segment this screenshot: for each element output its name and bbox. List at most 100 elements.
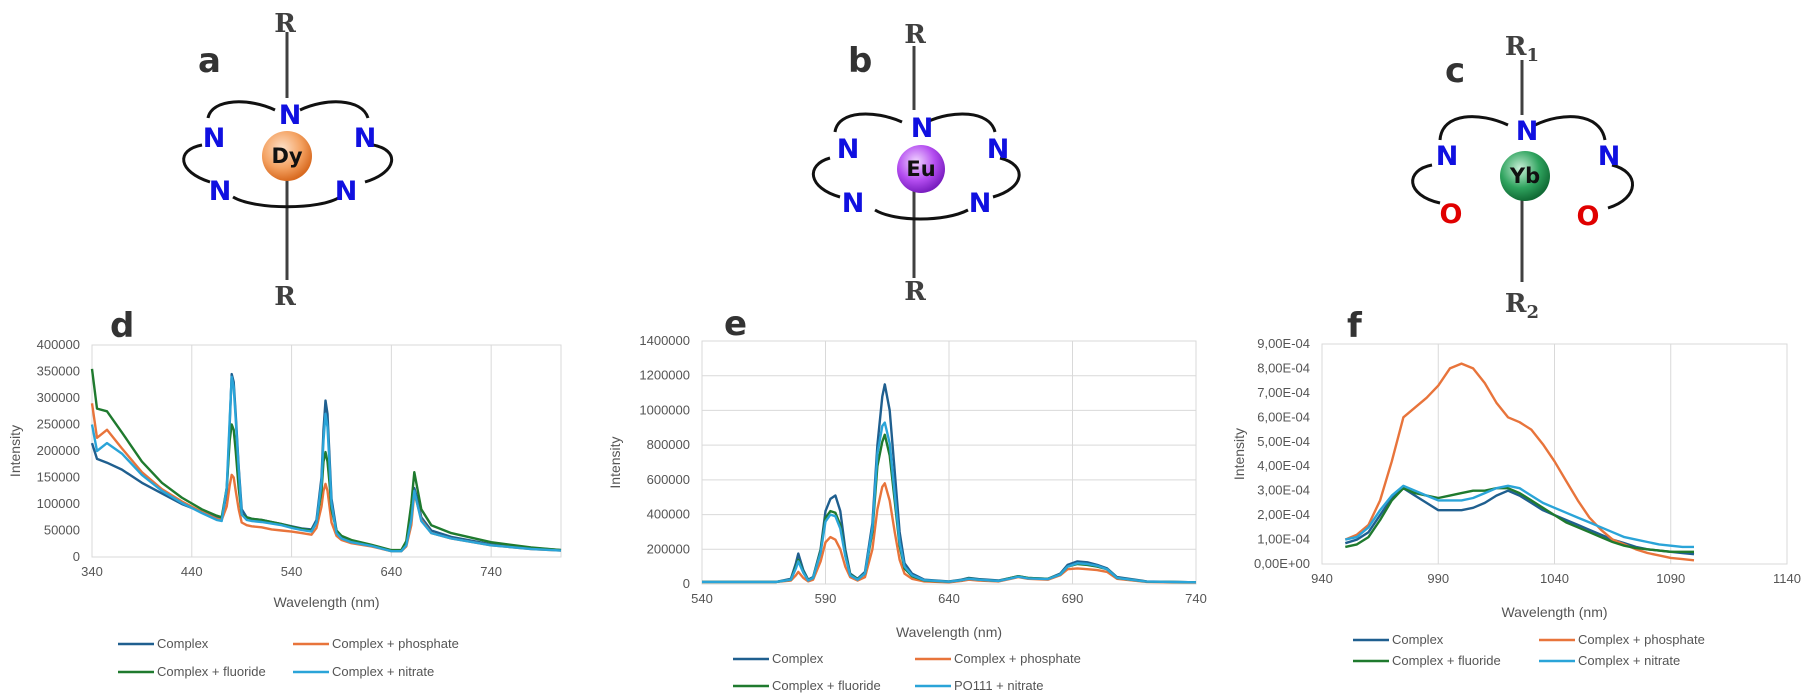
donor-atom: N	[209, 176, 232, 207]
x-axis-label: Wavelength (nm)	[273, 594, 379, 610]
y-axis-label: Intensity	[607, 436, 623, 488]
x-tick-label: 590	[815, 591, 837, 606]
substituent-label-top: R1	[1505, 32, 1539, 66]
panel-letter-d: d	[110, 306, 134, 346]
y-tick-label: 3,00E-04	[1257, 483, 1310, 498]
legend-label: Complex	[772, 651, 824, 666]
legend-label: Complex	[157, 636, 209, 651]
series-line	[1344, 362, 1695, 562]
y-tick-label: 250000	[37, 417, 80, 432]
y-tick-label: 7,00E-04	[1257, 385, 1310, 400]
panel-letter-f: f	[1347, 306, 1363, 346]
y-tick-label: 200000	[37, 443, 80, 458]
ring-arc-bottom	[874, 208, 969, 221]
x-axis-label: Wavelength (nm)	[896, 624, 1002, 640]
substituent-label-bottom: R2	[1505, 289, 1539, 323]
x-tick-label: 440	[181, 564, 203, 579]
legend-label: Complex + nitrate	[332, 664, 434, 679]
legend-label: Complex + phosphate	[332, 636, 459, 651]
y-tick-label: 400000	[37, 337, 80, 352]
substituent-label-bottom: R	[274, 282, 296, 312]
y-tick-label: 1,00E-04	[1257, 532, 1310, 547]
legend-label: Complex + fluoride	[1392, 653, 1501, 668]
ring-arc-top-right	[299, 100, 370, 119]
y-tick-label: 1000000	[639, 402, 690, 417]
structure-a: Dy N N N N N R R a	[182, 9, 393, 312]
dy-atom	[262, 131, 312, 181]
x-tick-label: 1090	[1656, 571, 1685, 586]
legend-label: Complex + nitrate	[1578, 653, 1680, 668]
donor-atom: N	[203, 123, 226, 154]
ring-arc-right	[1607, 163, 1634, 210]
y-tick-label: 150000	[37, 470, 80, 485]
x-tick-label: 340	[81, 564, 103, 579]
series-line	[1344, 487, 1695, 556]
substituent-label-top: R	[904, 20, 926, 50]
y-tick-label: 350000	[37, 364, 80, 379]
y-axis-label: Intensity	[7, 425, 23, 477]
y-tick-label: 0,00E+00	[1254, 556, 1310, 571]
y-tick-label: 400000	[647, 507, 690, 522]
x-tick-label: 690	[1062, 591, 1084, 606]
donor-atom: N	[969, 188, 992, 219]
y-tick-label: 0	[73, 549, 80, 564]
ring-arc-top-right	[1534, 115, 1607, 141]
metal-label: Eu	[906, 157, 935, 181]
y-tick-label: 0	[683, 576, 690, 591]
ring-arc-right	[992, 156, 1021, 199]
legend-label: PO111 + nitrate	[954, 678, 1044, 693]
y-tick-label: 6,00E-04	[1257, 409, 1310, 424]
ring-arc-top-right	[926, 112, 997, 133]
y-tick-label: 600000	[647, 472, 690, 487]
y-tick-label: 2,00E-04	[1257, 507, 1310, 522]
x-tick-label: 1140	[1773, 571, 1801, 586]
panel-letter-b: b	[848, 41, 872, 81]
ring-arc-bottom	[232, 195, 341, 209]
legend-label: Complex + phosphate	[1578, 632, 1705, 647]
yb-atom	[1500, 151, 1550, 201]
y-tick-label: 9,00E-04	[1257, 336, 1310, 351]
donor-atom: N	[335, 176, 358, 207]
x-tick-label: 740	[1185, 591, 1207, 606]
panel-letter-c: c	[1445, 51, 1465, 91]
donor-atom: N	[837, 134, 860, 165]
y-tick-label: 5,00E-04	[1257, 434, 1310, 449]
chart-f: 940 990 1040 1090 1140 0,00E+00 1,00E-04 2,00E-…	[1231, 336, 1801, 668]
substituent-label-bottom: R	[904, 277, 926, 307]
x-tick-label: 640	[938, 591, 960, 606]
eu-atom	[897, 145, 945, 193]
legend-label: Complex + fluoride	[157, 664, 266, 679]
donor-atom: O	[1440, 199, 1463, 230]
donor-atom: N	[911, 113, 934, 144]
panel-letter-e: e	[724, 304, 747, 344]
series-line	[90, 375, 562, 553]
donor-atom: N	[279, 100, 302, 131]
y-tick-label: 200000	[647, 541, 690, 556]
donor-atom: N	[1598, 141, 1621, 172]
y-tick-label: 8,00E-04	[1257, 360, 1310, 375]
panel-letter-a: a	[198, 41, 221, 81]
donor-atom: N	[987, 134, 1010, 165]
series-line	[1345, 487, 1694, 553]
y-tick-label: 4,00E-04	[1257, 458, 1310, 473]
ring-arc-right	[364, 143, 393, 184]
x-tick-label: 740	[480, 564, 502, 579]
y-tick-label: 1400000	[639, 333, 690, 348]
y-tick-label: 300000	[37, 390, 80, 405]
donor-atom: N	[1516, 116, 1539, 147]
x-tick-label: 940	[1311, 571, 1333, 586]
x-tick-label: 640	[381, 564, 403, 579]
legend-label: Complex + fluoride	[772, 678, 881, 693]
structure-b: Eu N N N N N R R b	[812, 20, 1021, 307]
series-line	[1345, 484, 1694, 549]
ring-arc-left	[812, 156, 841, 199]
x-tick-label: 540	[691, 591, 713, 606]
ring-arc-top-left	[833, 112, 903, 133]
donor-atom: N	[354, 123, 377, 154]
x-tick-label: 540	[281, 564, 303, 579]
ring-arc-top-left	[206, 100, 276, 119]
y-tick-label: 100000	[37, 496, 80, 511]
substituent-label-top: R	[274, 9, 296, 39]
donor-atom: N	[1436, 141, 1459, 172]
